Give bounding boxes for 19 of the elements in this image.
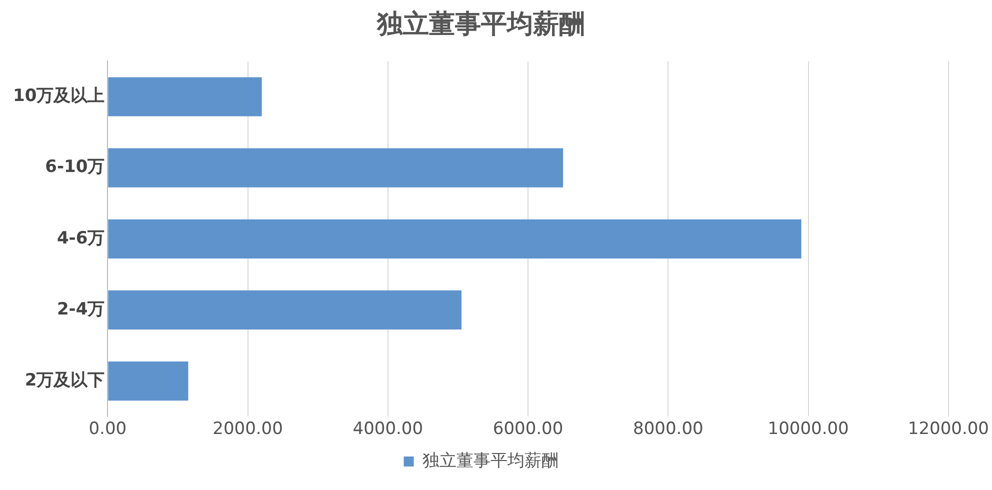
y-tick-label: 2-4万 [56,299,105,320]
x-tick-label: 6000.00 [492,419,564,440]
x-tick-label: 4000.00 [352,419,424,440]
x-tick-label: 0.00 [88,419,127,440]
bar [108,148,564,188]
bar [108,219,802,258]
x-tick-label: 2000.00 [212,419,283,440]
y-tick-label: 6-10万 [45,157,105,178]
y-tick-label: 2万及以下 [24,370,105,390]
x-tick-label: 12000.00 [908,419,990,440]
y-tick-label: 4-6万 [56,228,105,248]
x-tick-label: 10000.00 [768,419,849,440]
bar [108,77,262,116]
y-tick-label: 10万及以上 [12,86,105,106]
x-tick-label: 8000.00 [633,419,704,440]
bar [108,362,188,401]
chart-title: 独立董事平均薪酬 [376,9,585,40]
legend-label: 独立董事平均薪酬 [422,450,558,471]
bar [108,290,462,330]
